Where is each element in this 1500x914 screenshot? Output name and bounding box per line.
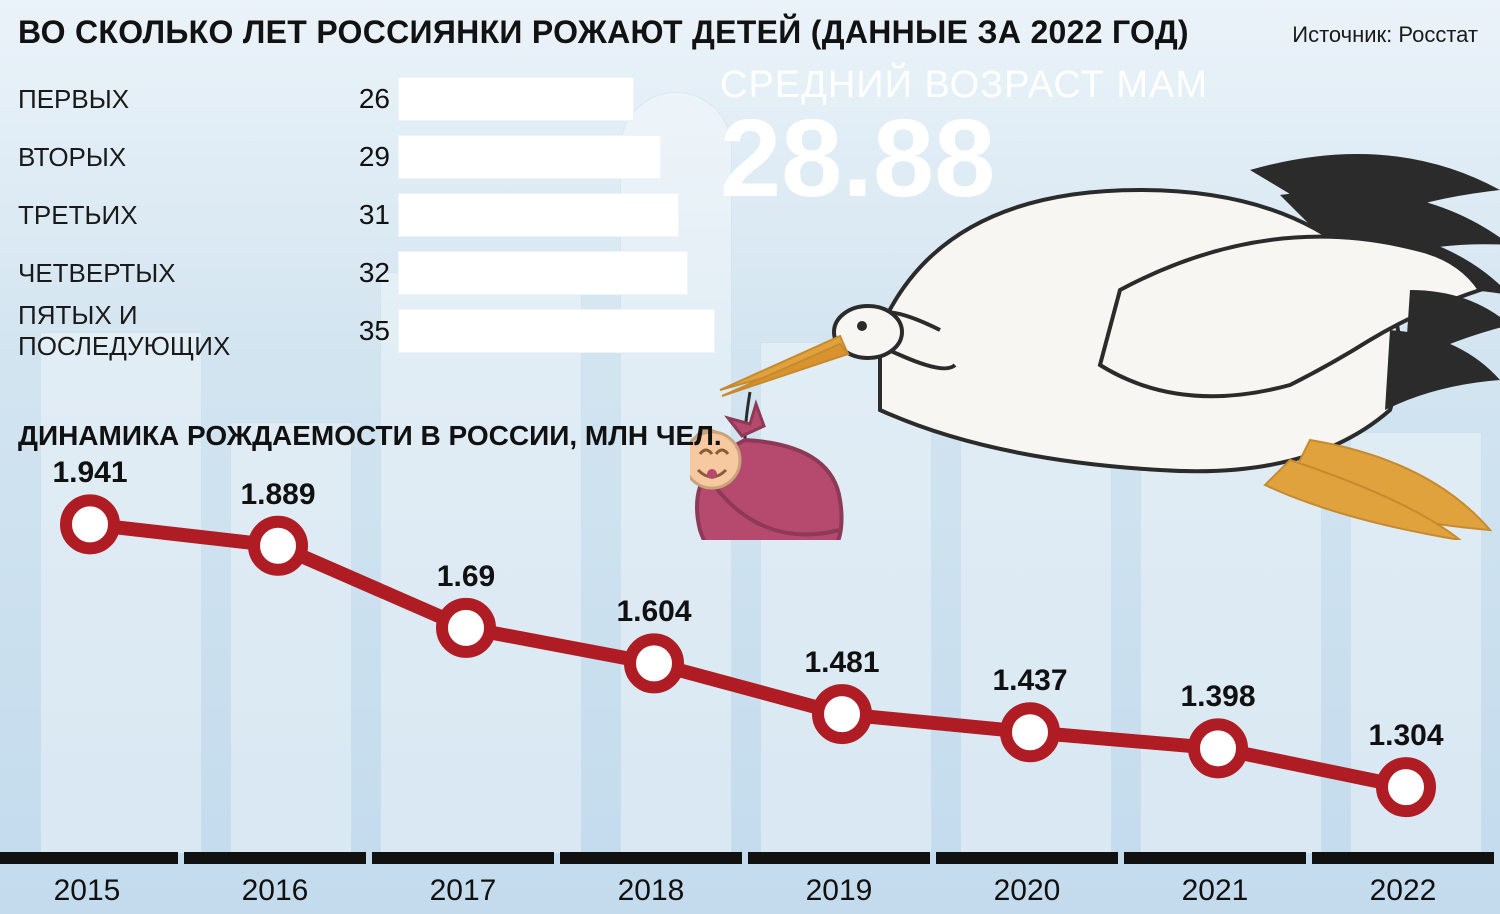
bar-rect xyxy=(398,77,634,121)
data-point-label: 1.304 xyxy=(1368,719,1443,753)
bar-row: ЧЕТВЕРТЫХ32 xyxy=(18,244,718,302)
bar-value: 35 xyxy=(348,315,390,347)
bar-label: ТРЕТЬИХ xyxy=(18,200,348,231)
x-axis-tick: 2018 xyxy=(560,874,742,908)
bar-value: 32 xyxy=(348,257,390,289)
bar-value: 31 xyxy=(348,199,390,231)
age-by-birth-order-chart: ПЕРВЫХ26ВТОРЫХ29ТРЕТЬИХ31ЧЕТВЕРТЫХ32ПЯТЫ… xyxy=(18,70,718,360)
bar-label: ПЕРВЫХ xyxy=(18,84,348,115)
bar-value: 26 xyxy=(348,83,390,115)
bar-row: ПЯТЫХ И ПОСЛЕДУЮЩИХ35 xyxy=(18,302,718,360)
births-trend-chart: 1.9411.8891.691.6041.4811.4371.3981.3042… xyxy=(0,460,1500,914)
data-point-label: 1.889 xyxy=(240,478,315,512)
bar-row: ВТОРЫХ29 xyxy=(18,128,718,186)
data-point-label: 1.481 xyxy=(804,646,879,680)
bar-rect xyxy=(398,251,688,295)
x-axis-tick: 2020 xyxy=(936,874,1118,908)
data-point-label: 1.437 xyxy=(992,664,1067,698)
infographic-stage: ВО СКОЛЬКО ЛЕТ РОССИЯНКИ РОЖАЮТ ДЕТЕЙ (Д… xyxy=(0,0,1500,914)
bar-rect xyxy=(398,309,715,353)
data-point-label: 1.604 xyxy=(616,595,691,629)
x-axis-tick: 2017 xyxy=(372,874,554,908)
bar-label: ПЯТЫХ И ПОСЛЕДУЮЩИХ xyxy=(18,300,348,362)
bar-label: ЧЕТВЕРТЫХ xyxy=(18,258,348,289)
x-axis-tick: 2021 xyxy=(1124,874,1306,908)
source-label: Источник: Росстат xyxy=(1292,22,1478,48)
main-title: ВО СКОЛЬКО ЛЕТ РОССИЯНКИ РОЖАЮТ ДЕТЕЙ (Д… xyxy=(18,14,1189,51)
x-axis-tick: 2016 xyxy=(184,874,366,908)
bar-row: ПЕРВЫХ26 xyxy=(18,70,718,128)
bar-value: 29 xyxy=(348,141,390,173)
x-axis-tick: 2019 xyxy=(748,874,930,908)
bar-label: ВТОРЫХ xyxy=(18,142,348,173)
births-trend-title: ДИНАМИКА РОЖДАЕМОСТИ В РОССИИ, МЛН ЧЕЛ. xyxy=(18,420,722,452)
data-point-label: 1.941 xyxy=(52,456,127,490)
average-age-value: 28.88 xyxy=(720,104,995,214)
x-axis-tick: 2015 xyxy=(0,874,178,908)
bar-rect xyxy=(398,193,679,237)
x-axis-tick: 2022 xyxy=(1312,874,1494,908)
bar-rect xyxy=(398,135,661,179)
data-point-label: 1.398 xyxy=(1180,680,1255,714)
data-point-label: 1.69 xyxy=(437,560,495,594)
bar-row: ТРЕТЬИХ31 xyxy=(18,186,718,244)
